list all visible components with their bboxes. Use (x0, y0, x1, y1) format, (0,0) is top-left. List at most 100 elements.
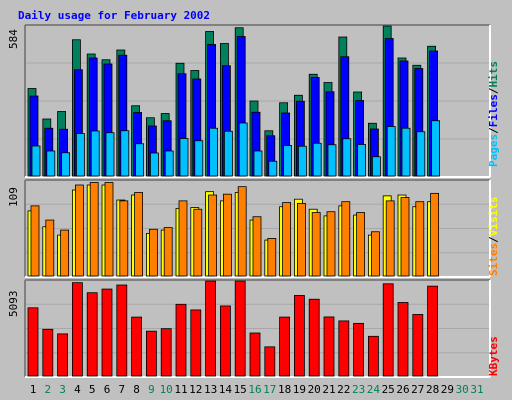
kbytes-panel (24, 279, 491, 378)
x-tick-label-day-15: 15 (234, 383, 247, 396)
visits-bar-sites-day-3 (60, 229, 69, 277)
x-tick-label-day-27: 27 (411, 383, 424, 396)
x-tick-label-day-23: 23 (352, 383, 365, 396)
kbytes-bar-kbytes-day-24 (367, 335, 379, 377)
x-tick-label-day-24: 24 (367, 383, 381, 396)
x-tick-label-day-18: 18 (278, 383, 291, 396)
visits-bar-sites-day-22 (341, 201, 351, 277)
hits-bar-pages-day-21 (327, 144, 337, 177)
kbytes-legend: KBytes (487, 336, 500, 376)
x-tick-label-day-17: 17 (263, 383, 276, 396)
hits-bar-pages-day-27 (416, 131, 426, 177)
x-tick-label-day-1: 1 (30, 383, 37, 396)
kbytes-bar-kbytes-day-17 (264, 346, 276, 377)
hits-bar-pages-day-15 (238, 122, 248, 177)
files-legend-label: Files (487, 94, 500, 127)
visits-bar-sites-day-18 (282, 202, 292, 277)
kbytes-bar-kbytes-day-26 (397, 302, 409, 377)
kbytes-bar-kbytes-day-8 (131, 316, 143, 377)
visits-bar-sites-day-28 (430, 192, 440, 277)
hits-bar-pages-day-13 (209, 127, 219, 177)
hits-bar-pages-day-9 (149, 152, 159, 177)
kbytes-bar-kbytes-day-15 (234, 280, 246, 377)
x-axis-day-labels: 1 2 3 4 5 6 7 8 9 10 11 12 13 14 15 16 17 18 19 20 21 22 23 24 2… (30, 383, 484, 396)
hits-bar-pages-day-17 (268, 160, 278, 177)
x-tick-label-day-9: 9 (148, 383, 155, 396)
visits-bar-sites-day-16 (252, 216, 262, 277)
kbytes-bar-kbytes-day-14 (219, 305, 231, 377)
x-tick-label-day-16: 16 (248, 383, 261, 396)
visits-bar-sites-day-17 (267, 238, 277, 277)
visits-bar-sites-day-14 (222, 193, 232, 277)
hits-bar-pages-day-26 (401, 127, 411, 177)
kbytes-bar-kbytes-day-13 (205, 280, 217, 377)
visits-bar-sites-day-27 (415, 201, 425, 277)
hits-bar-pages-day-7 (120, 130, 130, 177)
visits-bar-sites-day-19 (296, 202, 306, 277)
x-tick-label-day-6: 6 (104, 383, 111, 396)
visits-bar-sites-day-7 (119, 200, 129, 277)
hits-bar-pages-day-24 (371, 156, 381, 177)
hits-bar-pages-day-5 (90, 130, 100, 177)
visits-bar-sites-day-5 (89, 182, 99, 277)
hits-bar-pages-day-2 (46, 150, 56, 177)
kbytes-bar-kbytes-day-20 (308, 298, 320, 377)
hits-bar-pages-day-3 (61, 152, 70, 177)
kbytes-bar-kbytes-day-11 (175, 303, 187, 377)
visits-bar-sites-day-15 (237, 186, 247, 277)
kbytes-bar-kbytes-day-18 (279, 316, 291, 377)
hits-bar-pages-day-1 (31, 145, 41, 177)
sites-legend-label: Sites (487, 243, 500, 276)
x-tick-label-day-22: 22 (337, 383, 350, 396)
chart-title: Daily usage for February 2002 (18, 9, 210, 22)
x-tick-label-day-25: 25 (382, 383, 395, 396)
visits-bar-sites-day-9 (148, 228, 158, 277)
x-tick-label-day-3: 3 (59, 383, 66, 396)
hits-bar-pages-day-18 (283, 145, 293, 177)
x-tick-label-day-7: 7 (118, 383, 125, 396)
x-tick-label-day-2: 2 (44, 383, 51, 396)
x-tick-label-day-29: 29 (441, 383, 454, 396)
hits-bar-pages-day-11 (179, 138, 189, 177)
x-tick-label-day-13: 13 (204, 383, 217, 396)
pages-legend-label: Pages (487, 134, 500, 167)
kbytes-bar-kbytes-day-7 (116, 284, 128, 377)
x-tick-label-day-14: 14 (219, 383, 233, 396)
kbytes-bar-kbytes-day-9 (145, 330, 157, 377)
hits-legend: Pages/Files/Hits (487, 61, 500, 167)
visits-bar-sites-day-8 (134, 192, 144, 277)
x-tick-label-day-12: 12 (189, 383, 202, 396)
visits-bar-sites-day-21 (326, 211, 336, 277)
x-tick-label-day-31: 31 (470, 383, 483, 396)
visits-bar-sites-day-26 (400, 197, 410, 277)
visits-bar-sites-day-4 (75, 184, 84, 277)
x-tick-label-day-21: 21 (322, 383, 335, 396)
kbytes-bar-kbytes-day-28 (427, 285, 439, 377)
kbytes-bar-kbytes-day-22 (338, 320, 350, 377)
x-tick-label-day-19: 19 (293, 383, 306, 396)
hits-bar-pages-day-8 (135, 143, 145, 177)
x-tick-label-day-10: 10 (160, 383, 173, 396)
visits-bar-sites-day-11 (178, 200, 188, 277)
kbytes-bar-kbytes-day-27 (412, 314, 424, 377)
hits-bar-pages-day-10 (164, 150, 174, 177)
hits-bar-pages-day-22 (342, 138, 352, 177)
x-tick-label-day-20: 20 (308, 383, 321, 396)
x-tick-label-day-28: 28 (426, 383, 439, 396)
hits-bar-pages-day-25 (386, 126, 396, 177)
x-tick-label-day-5: 5 (89, 383, 96, 396)
visits-bar-sites-day-1 (30, 205, 40, 277)
hits-ymax-label: 584 (7, 29, 20, 49)
kbytes-bar-kbytes-day-3 (57, 333, 68, 377)
visits-panel (24, 179, 491, 278)
hits-bar-pages-day-12 (194, 140, 204, 177)
hits-legend-label: Hits (487, 61, 500, 88)
hits-bar-pages-day-23 (357, 144, 367, 177)
hits-bar-pages-day-6 (105, 132, 115, 177)
kbytes-legend-label: KBytes (487, 336, 500, 376)
kbytes-bar-kbytes-day-10 (160, 328, 172, 377)
visits-legend: Sites/Visits (487, 197, 500, 277)
x-tick-label-day-8: 8 (133, 383, 140, 396)
hits-bar-pages-day-14 (223, 130, 233, 177)
